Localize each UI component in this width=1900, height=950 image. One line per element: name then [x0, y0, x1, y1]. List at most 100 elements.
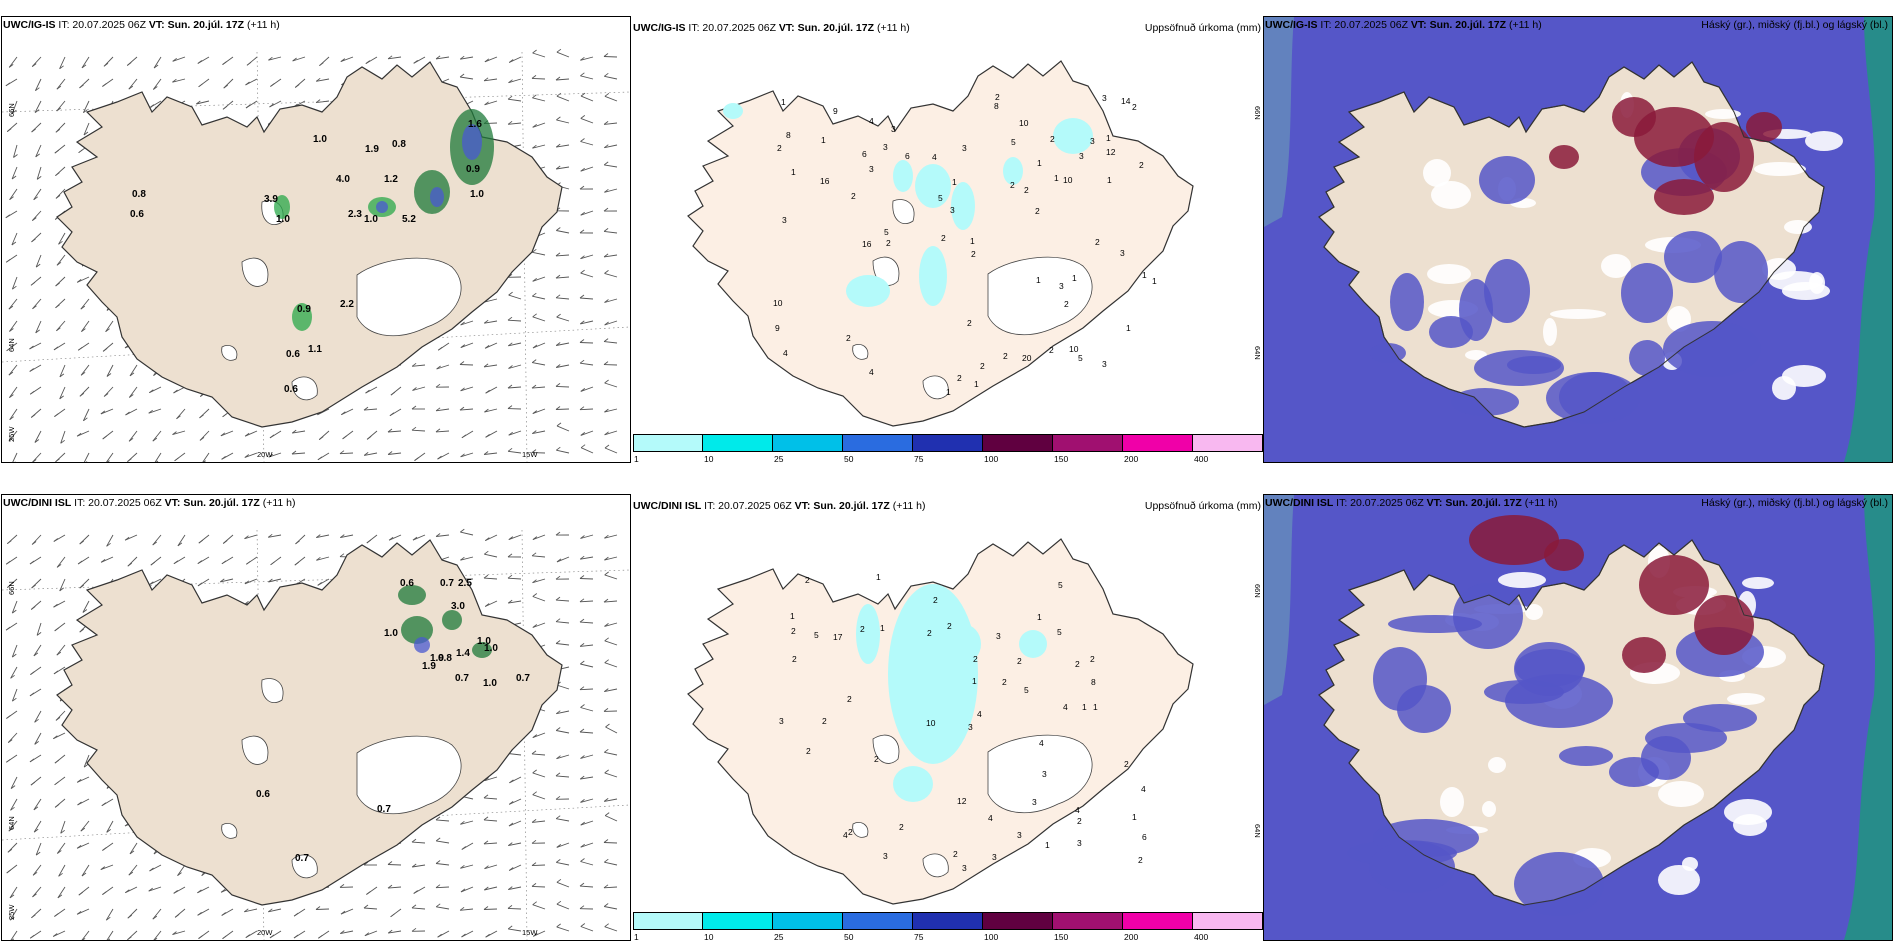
precip-value-label: 10	[926, 718, 936, 728]
precip-value-label: 10	[1019, 118, 1029, 128]
precip-area	[951, 182, 975, 230]
precip-value-label: 9	[775, 323, 780, 333]
mid-cloud-patch	[1482, 801, 1496, 817]
precip-value-label: 4	[988, 813, 993, 823]
precip-area	[893, 766, 933, 802]
precip-value-label: 1	[972, 676, 977, 686]
precip-value-label: 1	[1045, 840, 1050, 850]
precip-value-label: 2	[1132, 102, 1137, 112]
low-cloud-patch	[1664, 231, 1722, 283]
precip-value-label: 4	[977, 709, 982, 719]
precip-value-label: 1.9	[422, 661, 436, 672]
precip-value-label: 2	[957, 373, 962, 383]
precip-value-label: 5	[1024, 685, 1029, 695]
axis-labels: 66N 64N	[1253, 106, 1262, 360]
axis-labels: 66N 64N 25W 20W 15W	[7, 103, 538, 459]
colorbar-tick-label: 400	[1194, 932, 1209, 942]
mid-cloud-patch	[1658, 781, 1704, 807]
precip-value-label: 1.6	[468, 119, 482, 130]
colorbar-tick-label: 50	[844, 454, 854, 464]
precip-value-label: 3	[1042, 769, 1047, 779]
precip-blob	[472, 642, 492, 658]
low-cloud-patch	[1663, 321, 1761, 377]
precip-value-label: 2	[822, 716, 827, 726]
precip-value-label: 0.6	[284, 384, 298, 395]
precip-value-label: 2	[899, 822, 904, 832]
mid-cloud-patch	[1782, 282, 1830, 300]
panel-accum-precip-igis: UWC/IG-IS IT: 20.07.2025 06Z VT: Sun. 20…	[633, 16, 1263, 464]
panel-title: UWC/DINI ISL IT: 20.07.2025 06Z VT: Sun.…	[633, 500, 926, 512]
high-cloud-patch	[1746, 112, 1782, 142]
low-cloud-patch	[1514, 642, 1584, 696]
low-cloud-patch	[1683, 704, 1757, 732]
precip-value-label: 1.4	[456, 648, 470, 659]
precip-value-label: 0.7	[516, 673, 530, 684]
precip-value-label: 0.6	[256, 789, 270, 800]
colorbar-outline	[633, 434, 1263, 452]
map-accum-precip: 2212223122434565434321251081722424251221…	[687, 538, 1262, 905]
low-cloud-patch	[1714, 241, 1768, 303]
mid-cloud-patch	[1431, 181, 1471, 209]
precip-value-label: 0.9	[466, 164, 480, 175]
colorbar-segment	[703, 434, 773, 452]
mid-cloud-patch	[1543, 318, 1557, 346]
high-cloud-patch	[1544, 539, 1584, 571]
mid-cloud-patch	[1488, 757, 1506, 773]
precip-value-label: 1	[781, 97, 786, 107]
precip-blob	[376, 201, 388, 213]
low-cloud-patch	[1629, 340, 1665, 376]
precip-value-label: 3	[883, 851, 888, 861]
glacier	[987, 734, 1093, 814]
precip-value-label: 1.1	[308, 344, 322, 355]
precip-value-label: 2	[777, 143, 782, 153]
precip-value-label: 10	[773, 298, 783, 308]
precip-value-label: 2	[791, 626, 796, 636]
precip-value-label: 1	[791, 167, 796, 177]
panel-clouds-dini: UWC/DINI ISL IT: 20.07.2025 06Z VT: Sun.…	[1263, 494, 1893, 941]
colorbar-tick-label: 10	[704, 454, 714, 464]
precip-value-label: 1	[974, 379, 979, 389]
mid-cloud-patch	[1423, 159, 1451, 187]
precip-value-label: 4	[932, 152, 937, 162]
colorbar-tick-label: 1	[634, 932, 639, 942]
precip-value-label: 1	[970, 236, 975, 246]
precip-value-label: 2	[1035, 206, 1040, 216]
precip-values: 2212223122434565434321251081722424251221…	[779, 572, 1147, 873]
precip-value-label: 1	[1093, 702, 1098, 712]
precip-value-label: 3	[1090, 136, 1095, 146]
lat-label: 25W	[7, 426, 16, 442]
glacier	[221, 822, 238, 839]
precip-value-label: 3	[962, 143, 967, 153]
colorbar-segment	[773, 434, 843, 452]
mid-cloud-patch	[1724, 799, 1772, 825]
colorbar-tick-label: 150	[1054, 454, 1069, 464]
lat-label: 66N	[1253, 106, 1262, 120]
glacier	[922, 375, 949, 400]
mid-cloud-band	[1844, 495, 1892, 940]
mid-cloud-patch	[1742, 577, 1774, 589]
lat-label: 64N	[7, 816, 16, 830]
mid-cloud-patch	[1550, 309, 1606, 319]
precip-blob	[430, 187, 444, 207]
precip-value-label: 2	[1064, 299, 1069, 309]
precip-value-label: 3	[1017, 830, 1022, 840]
mid-cloud-patch	[1805, 131, 1843, 151]
mid-cloud-patch	[1705, 109, 1741, 119]
panel-wind-precip-dini: UWC/DINI ISL IT: 20.07.2025 06Z VT: Sun.…	[1, 494, 631, 941]
mid-cloud-patch	[1762, 258, 1796, 280]
colorbar-tick-label: 75	[914, 932, 924, 942]
precip-value-label: 4	[1063, 702, 1068, 712]
precip-value-label: 5	[814, 630, 819, 640]
panel-title: UWC/IG-IS IT: 20.07.2025 06Z VT: Sun. 20…	[3, 19, 280, 31]
precip-value-label: 1.2	[384, 174, 398, 185]
precip-value-label: 6	[1142, 832, 1147, 842]
low-cloud-patch	[1484, 259, 1530, 323]
precip-value-label: 4	[783, 348, 788, 358]
axis-labels: 66N 64N	[1253, 584, 1262, 838]
high-cloud-patch	[1622, 637, 1666, 673]
precip-value-label: 14	[1121, 96, 1131, 106]
precip-area	[1003, 157, 1023, 185]
iceland-landmass	[56, 61, 563, 428]
panel-title: UWC/IG-IS IT: 20.07.2025 06Z VT: Sun. 20…	[1265, 19, 1542, 31]
precip-value-label: 2.3	[348, 209, 362, 220]
